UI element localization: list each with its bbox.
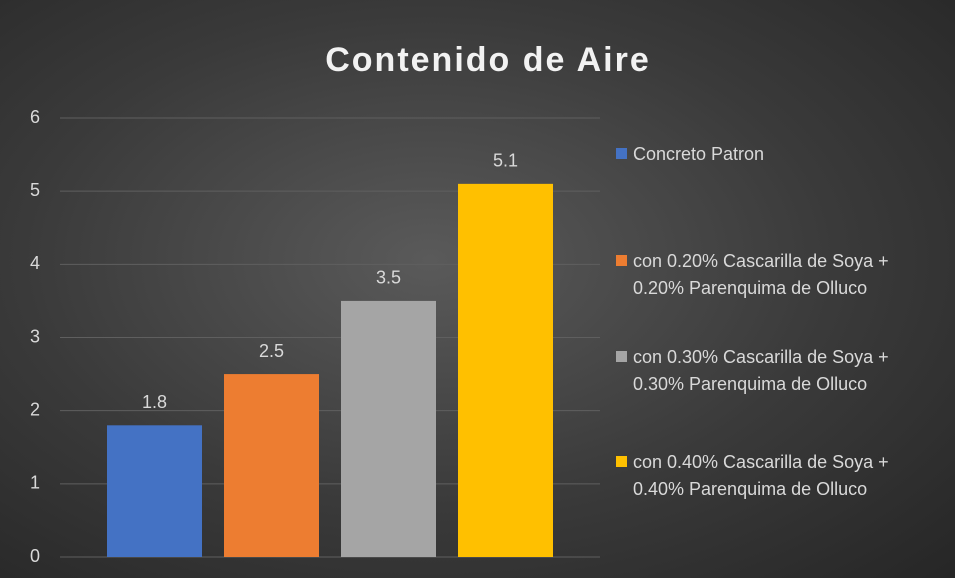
- legend-swatch: [616, 351, 627, 362]
- bar: [341, 300, 436, 557]
- y-tick-label: 6: [30, 107, 40, 127]
- legend-item: con 0.40% Cascarilla de Soya + 0.40% Par…: [616, 449, 916, 503]
- bar: [107, 425, 202, 557]
- chart-title: Contenido de Aire: [325, 41, 651, 79]
- legend-item: con 0.20% Cascarilla de Soya + 0.20% Par…: [616, 248, 916, 302]
- legend-swatch: [616, 255, 627, 266]
- bar: [458, 183, 553, 557]
- data-label: 1.8: [142, 392, 167, 412]
- legend-label: con 0.20% Cascarilla de Soya + 0.20% Par…: [633, 251, 889, 298]
- legend-label: con 0.40% Cascarilla de Soya + 0.40% Par…: [633, 452, 889, 499]
- legend-item: Concreto Patron: [616, 141, 916, 168]
- legend-label: Concreto Patron: [633, 144, 765, 164]
- legend-label: con 0.30% Cascarilla de Soya + 0.30% Par…: [633, 347, 889, 394]
- y-tick-label: 2: [30, 399, 40, 419]
- legend-swatch: [616, 148, 627, 159]
- legend-item: con 0.30% Cascarilla de Soya + 0.30% Par…: [616, 344, 916, 398]
- y-tick-label: 0: [30, 546, 40, 566]
- data-label: 2.5: [259, 341, 284, 361]
- data-label: 3.5: [376, 268, 401, 288]
- bar: [224, 374, 319, 557]
- legend-swatch: [616, 456, 627, 467]
- y-tick-label: 3: [30, 326, 40, 346]
- y-tick-label: 1: [30, 473, 40, 493]
- y-tick-label: 4: [30, 253, 40, 273]
- y-tick-label: 5: [30, 180, 40, 200]
- data-label: 5.1: [493, 151, 518, 171]
